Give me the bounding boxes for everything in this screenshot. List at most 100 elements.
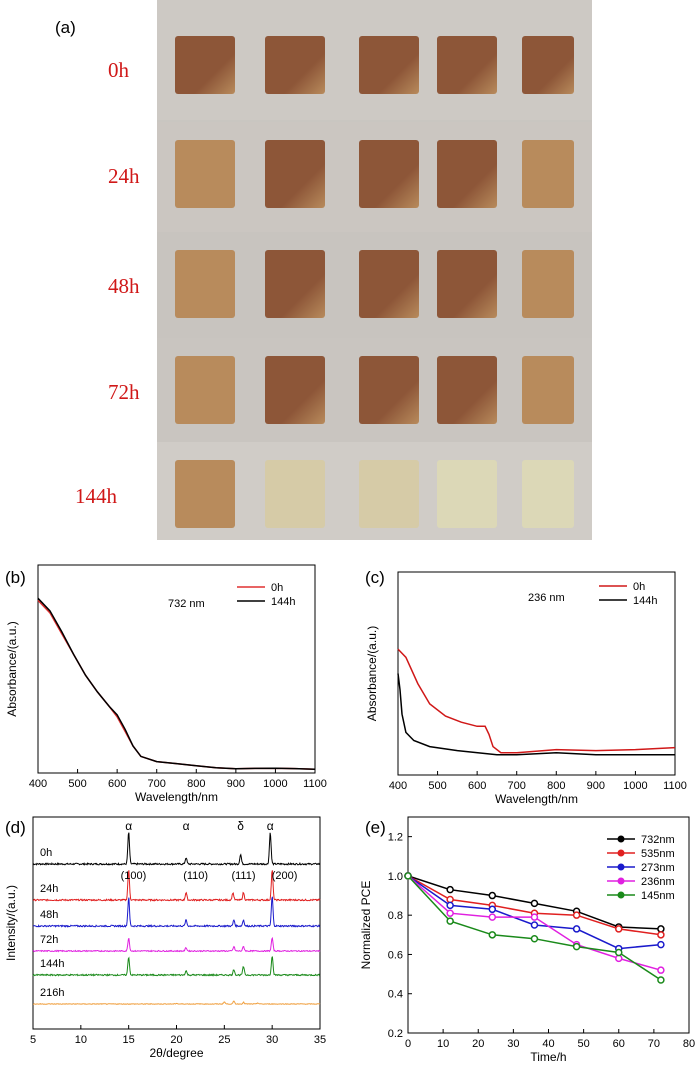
y-axis-label: Normalized PCE [359,881,373,970]
x-tick-label: 15 [123,1034,135,1046]
series-line [37,599,316,771]
series-line [397,673,675,756]
x-tick-label: 500 [68,778,86,790]
sample-film [359,36,419,94]
sample-film [437,140,497,208]
sample-film [437,250,497,318]
pce-point [488,931,497,939]
x-tick-label: 60 [613,1038,625,1050]
xrd-pattern [32,896,321,929]
legend-marker [617,863,625,871]
xrd-time-label: 216h [40,987,64,999]
sample-film [359,140,419,208]
legend-marker [617,835,625,843]
x-axis-label: Wavelength/nm [135,790,218,804]
x-tick-label: 1000 [623,780,647,792]
legend-marker [617,877,625,885]
xrd-time-label: 24h [40,883,58,895]
photo-row [157,442,592,540]
normalized-pce-chart: 0 10 20 30 40 50 60 70 80 Time/h Normalized PCE 0.2… [359,816,695,1064]
panel-a-letter: (a) [55,18,76,37]
photo-row [157,232,592,338]
series-line [397,648,676,754]
pce-point [404,872,412,880]
pce-point [446,901,454,910]
sample-film [437,356,497,424]
legend-label: 144h [633,595,657,607]
y-tick-label: 1.2 [388,832,403,844]
pce-point [446,909,454,917]
xrd-pattern [32,936,321,953]
peak-annotation: α [183,819,190,833]
x-tick-label: 600 [468,780,486,792]
pce-point [446,885,454,894]
x-tick-label: 900 [227,778,245,790]
pce-point [572,911,581,919]
pce-point [530,899,539,908]
pce-point [615,954,623,963]
pce-point [530,913,539,921]
pce-point [572,942,581,951]
y-tick-label: 1.0 [388,871,403,883]
x-tick-label: 800 [187,778,205,790]
series-line [37,597,316,771]
panel-d-letter: (d) [5,818,26,837]
x-tick-label: 900 [587,780,605,792]
x-tick-label: 1100 [663,780,687,792]
legend-label: 732nm [641,834,675,846]
sample-film [265,36,325,94]
sample-film [522,140,574,208]
sample-film [437,36,497,94]
peak-annotation: α [125,819,132,833]
peak-annotation: (111) [231,870,255,882]
x-tick-label: 700 [508,780,526,792]
sample-film [175,250,235,318]
row-label: 24h [108,164,140,188]
xrd-time-label: 48h [40,909,58,921]
sample-film [522,36,574,94]
pce-point [657,940,665,949]
sample-film [175,356,235,424]
legend-label: 0h [633,581,645,593]
pce-point [488,905,497,914]
x-tick-label: 25 [218,1034,230,1046]
x-tick-label: 400 [389,780,407,792]
pce-point [530,934,539,943]
pce-point [488,891,497,900]
xrd-pattern [32,956,321,977]
sample-film [359,460,419,528]
sample-film [265,140,325,208]
plot-frame [37,564,316,774]
absorbance-chart-236nm: 400 500 600 700 800 900 1000 1100 Wavelength/nm A… [365,571,687,806]
pce-point [657,931,665,939]
x-tick-label: 80 [683,1038,695,1050]
sample-annotation: 732 nm [168,598,205,610]
x-tick-label: 40 [542,1038,554,1050]
sample-film [359,356,419,424]
panel-c-letter: (c) [365,568,385,587]
peak-annotation: δ [237,819,244,833]
row-label: 0h [108,58,129,82]
peak-annotation: α [267,819,274,833]
sample-film [265,356,325,424]
x-tick-label: 800 [547,780,565,792]
pce-point [657,976,665,984]
xrd-time-label: 144h [40,958,64,970]
x-tick-label: 500 [428,780,446,792]
x-tick-label: 50 [578,1038,590,1050]
x-tick-label: 0 [405,1038,411,1050]
sample-film [265,460,325,528]
photo-row [157,338,592,442]
x-tick-label: 20 [472,1038,484,1050]
y-axis-label: Intensity/(a.u.) [4,885,18,961]
sample-film [522,460,574,528]
row-label: 48h [108,274,140,298]
y-axis-label: Absorbance/(a.u.) [5,621,19,716]
pce-point [657,966,665,974]
x-tick-label: 10 [75,1034,87,1046]
plot-frame [32,816,321,1030]
pce-point [446,895,454,904]
sample-annotation: 236 nm [528,592,565,604]
xrd-time-label: 0h [40,847,52,859]
x-tick-label: 600 [108,778,126,790]
